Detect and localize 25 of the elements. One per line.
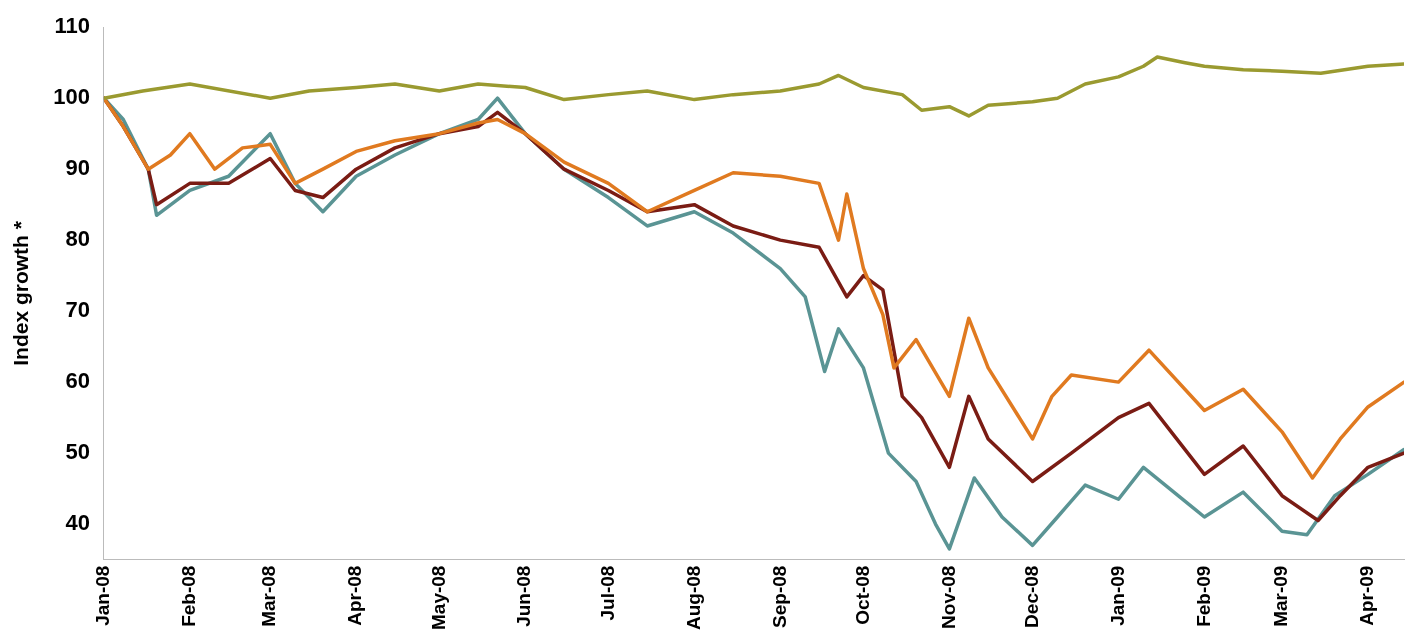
x-tick-label: May-08 [427,565,449,630]
y-tick-label: 60 [65,368,90,394]
x-tick-label: Jan-09 [1106,565,1128,626]
y-tick-label: 110 [54,13,90,39]
y-axis-title: Index growth * [9,220,33,366]
x-tick-label: Aug-08 [682,565,704,630]
y-tick-label: 90 [65,155,90,181]
x-tick-label: Sep-08 [768,565,790,628]
x-tick-label: Feb-08 [178,565,200,627]
y-tick-label: 70 [65,297,90,323]
y-tick-label: 80 [65,226,90,252]
y-tick-label: 40 [65,510,90,536]
x-tick-label: Oct-08 [851,565,873,625]
x-tick-label: Jun-08 [513,565,535,627]
x-tick-label: Dec-08 [1020,565,1042,628]
x-tick-label: Nov-08 [937,565,959,629]
x-tick-label: Mar-09 [1270,565,1292,627]
x-tick-label: Feb-09 [1192,565,1214,627]
y-tick-label: 50 [65,439,90,465]
x-tick-label: Apr-09 [1356,565,1378,626]
x-tick-label: Apr-08 [344,565,366,626]
x-tick-label: Jan-08 [92,565,114,626]
x-tick-label: Mar-08 [258,565,280,627]
x-tick-label: Jul-08 [596,565,618,621]
y-tick-label: 100 [53,84,90,110]
